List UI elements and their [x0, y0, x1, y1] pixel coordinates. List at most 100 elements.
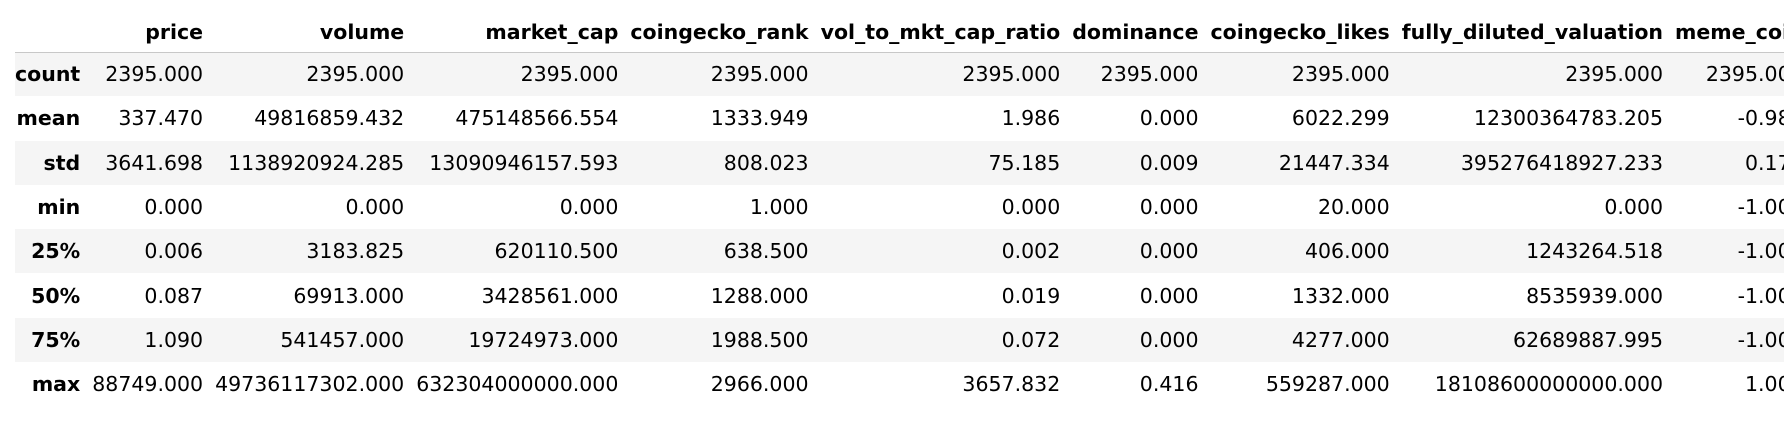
- row-index-label: std: [43, 150, 81, 175]
- table-cell: 0.009: [1139, 150, 1199, 175]
- table-cell: 88749.000: [92, 372, 204, 397]
- table-cell: 1988.500: [710, 327, 809, 352]
- row-index-label: 75%: [31, 327, 81, 352]
- describe-table: price volume market_cap coingecko_rank v…: [15, 12, 1784, 407]
- table-cell: 8535939.000: [1526, 283, 1664, 308]
- table-cell: 2395.000: [520, 62, 619, 87]
- table-cell: 559287.000: [1265, 372, 1390, 397]
- column-header: fully_diluted_valuation: [1401, 12, 1676, 53]
- column-header: meme_coin: [1675, 12, 1784, 53]
- table-cell: 2395.000: [962, 62, 1061, 87]
- table-row: std 3641.698 1138920924.285 13090946157.593…: [15, 140, 1784, 185]
- table-cell: 0.000: [1139, 195, 1199, 220]
- table-cell: 1243264.518: [1526, 239, 1664, 264]
- table-row: count 2395.000 2395.000 2395.000 2395.000 239…: [15, 52, 1784, 97]
- table-cell: 2395.000: [306, 62, 405, 87]
- table-cell: 0.072: [1001, 327, 1061, 352]
- table-cell: 0.019: [1001, 283, 1061, 308]
- table-body: count 2395.000 2395.000 2395.000 2395.000 239…: [15, 52, 1784, 407]
- table-cell: 0.000: [1001, 195, 1061, 220]
- table-row: min 0.000 0.000 0.000 1.000 0.000 0.000 20.000 0…: [15, 184, 1784, 230]
- table-cell: 20.000: [1318, 195, 1390, 220]
- column-header: price: [92, 12, 216, 53]
- table-cell: -1.000: [1737, 239, 1784, 264]
- table-cell: 13090946157.593: [429, 150, 619, 175]
- table-cell: 0.006: [144, 239, 204, 264]
- table-cell: 2395.000: [1100, 62, 1199, 87]
- table-cell: 0.000: [559, 195, 619, 220]
- row-index-label: mean: [16, 106, 81, 131]
- table-cell: 0.002: [1001, 239, 1061, 264]
- table-cell: 1333.949: [710, 106, 809, 131]
- table-cell: 2395.000: [710, 62, 809, 87]
- index-header: [15, 12, 93, 53]
- table-cell: 0.000: [1139, 239, 1199, 264]
- table-cell: 1.000: [1744, 372, 1784, 397]
- row-index-label: 50%: [31, 283, 81, 308]
- row-index-label: 25%: [31, 239, 81, 264]
- table-cell: 18108600000000.000: [1434, 372, 1664, 397]
- table-cell: 2395.000: [105, 62, 204, 87]
- column-header: vol_to_mkt_cap_ratio: [820, 12, 1073, 53]
- table-cell: 2395.000: [1705, 62, 1784, 87]
- table-cell: 3428561.000: [481, 283, 619, 308]
- table-cell: 0.173: [1744, 150, 1784, 175]
- table-cell: 0.000: [345, 195, 405, 220]
- table-cell: 1.000: [749, 195, 809, 220]
- table-row: mean 337.470 49816859.432 475148566.554 1333…: [15, 96, 1784, 141]
- table-cell: 406.000: [1304, 239, 1390, 264]
- column-header: dominance: [1072, 12, 1211, 53]
- column-header: volume: [215, 12, 417, 53]
- table-cell: 4277.000: [1291, 327, 1390, 352]
- table-cell: 6022.299: [1291, 106, 1390, 131]
- table-cell: 337.470: [118, 106, 204, 131]
- table-cell: 3183.825: [306, 239, 405, 264]
- table-cell: 638.500: [723, 239, 809, 264]
- table-cell: -1.000: [1737, 327, 1784, 352]
- table-cell: -0.985: [1737, 106, 1784, 131]
- column-header: market_cap: [416, 12, 631, 53]
- row-index-label: max: [31, 372, 81, 397]
- row-index-label: min: [37, 195, 81, 220]
- table-cell: 1138920924.285: [228, 150, 405, 175]
- table-cell: 3657.832: [962, 372, 1061, 397]
- table-cell: 541457.000: [280, 327, 405, 352]
- table-cell: 0.000: [1139, 283, 1199, 308]
- table-cell: -1.000: [1737, 195, 1784, 220]
- table-row: 75% 1.090 541457.000 19724973.000 1988.500 0.…: [15, 317, 1784, 363]
- table-row: 25% 0.006 3183.825 620110.500 638.500 0.002 0.…: [15, 229, 1784, 274]
- table-cell: 808.023: [723, 150, 809, 175]
- table-cell: 0.000: [1604, 195, 1664, 220]
- table-cell: 1332.000: [1291, 283, 1390, 308]
- table-cell: 620110.500: [494, 239, 619, 264]
- table-cell: 21447.334: [1278, 150, 1390, 175]
- table-cell: 49736117302.000: [215, 372, 405, 397]
- dataframe-output: price volume market_cap coingecko_rank v…: [15, 12, 1784, 407]
- table-cell: 2966.000: [710, 372, 809, 397]
- table-cell: 69913.000: [293, 283, 405, 308]
- table-row: 50% 0.087 69913.000 3428561.000 1288.000 0.01…: [15, 273, 1784, 318]
- table-cell: 62689887.995: [1513, 327, 1664, 352]
- table-cell: 0.087: [144, 283, 204, 308]
- column-header: coingecko_rank: [630, 12, 821, 53]
- row-index-label: count: [15, 62, 81, 87]
- table-cell: 0.000: [144, 195, 204, 220]
- table-cell: 1.090: [144, 327, 204, 352]
- table-cell: 632304000000.000: [416, 372, 619, 397]
- table-cell: 12300364783.205: [1473, 106, 1664, 131]
- table-cell: 475148566.554: [455, 106, 619, 131]
- table-cell: 49816859.432: [254, 106, 405, 131]
- table-cell: 2395.000: [1291, 62, 1390, 87]
- table-cell: 0.000: [1139, 327, 1199, 352]
- table-cell: 19724973.000: [468, 327, 619, 352]
- header-row: price volume market_cap coingecko_rank v…: [15, 12, 1784, 53]
- table-cell: 2395.000: [1565, 62, 1664, 87]
- table-cell: 0.416: [1139, 372, 1199, 397]
- column-header: coingecko_likes: [1210, 12, 1402, 53]
- table-cell: 395276418927.233: [1460, 150, 1664, 175]
- table-cell: -1.000: [1737, 283, 1784, 308]
- table-cell: 1.986: [1001, 106, 1061, 131]
- table-cell: 3641.698: [105, 150, 204, 175]
- table-row: max 88749.000 49736117302.000 632304000000.…: [15, 362, 1784, 407]
- table-cell: 0.000: [1139, 106, 1199, 131]
